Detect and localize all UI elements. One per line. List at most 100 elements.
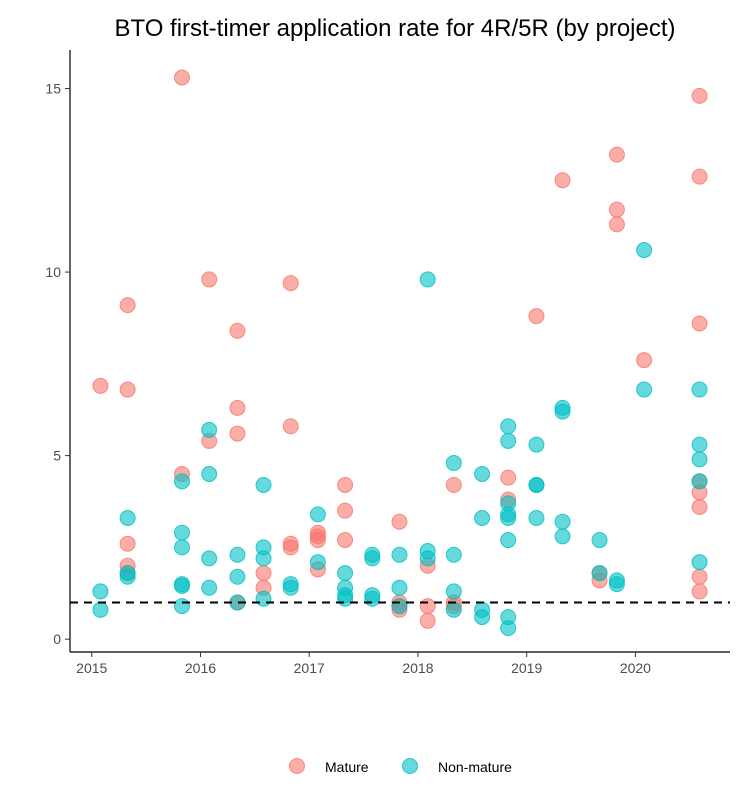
data-point-mature bbox=[608, 146, 625, 163]
data-point-non-mature bbox=[255, 476, 272, 493]
data-point-non-mature bbox=[309, 506, 326, 523]
data-point-mature bbox=[119, 535, 136, 552]
data-point-non-mature bbox=[255, 590, 272, 607]
data-point-non-mature bbox=[554, 513, 571, 530]
data-point-mature bbox=[691, 168, 708, 185]
legend: Mature Non-mature bbox=[289, 758, 512, 775]
data-point-mature bbox=[691, 315, 708, 332]
data-point-mature bbox=[691, 499, 708, 516]
data-point-mature bbox=[391, 513, 408, 530]
data-point-non-mature bbox=[691, 381, 708, 398]
data-point-non-mature bbox=[636, 381, 653, 398]
data-point-non-mature bbox=[92, 601, 109, 618]
data-point-mature bbox=[255, 565, 272, 582]
data-point-non-mature bbox=[229, 568, 246, 585]
data-point-mature bbox=[229, 322, 246, 339]
legend-key-non-mature bbox=[402, 758, 418, 774]
data-point-non-mature bbox=[364, 590, 381, 607]
data-point-non-mature bbox=[119, 568, 136, 585]
data-point-non-mature bbox=[691, 451, 708, 468]
data-point-non-mature bbox=[282, 579, 299, 596]
data-point-mature bbox=[282, 275, 299, 292]
data-point-mature bbox=[337, 502, 354, 519]
data-point-non-mature bbox=[591, 532, 608, 549]
data-point-non-mature bbox=[201, 421, 218, 438]
data-point-mature bbox=[282, 418, 299, 435]
legend-label: Non-mature bbox=[438, 759, 512, 775]
data-point-non-mature bbox=[173, 598, 190, 615]
y-tick-label: 0 bbox=[53, 631, 61, 647]
data-point-non-mature bbox=[500, 620, 517, 637]
y-tick-label: 5 bbox=[53, 448, 61, 464]
data-point-mature bbox=[691, 583, 708, 600]
data-point-non-mature bbox=[500, 418, 517, 435]
data-point-non-mature bbox=[391, 598, 408, 615]
data-point-non-mature bbox=[173, 539, 190, 556]
data-point-mature bbox=[500, 469, 517, 486]
data-point-non-mature bbox=[474, 609, 491, 626]
data-point-non-mature bbox=[309, 554, 326, 571]
data-point-mature bbox=[691, 568, 708, 585]
data-point-non-mature bbox=[691, 554, 708, 571]
data-point-non-mature bbox=[391, 579, 408, 596]
data-point-mature bbox=[608, 201, 625, 218]
data-point-non-mature bbox=[419, 550, 436, 567]
legend-label: Mature bbox=[325, 759, 369, 775]
data-point-mature bbox=[119, 297, 136, 314]
data-point-non-mature bbox=[591, 565, 608, 582]
x-tick-label: 2019 bbox=[511, 660, 542, 676]
data-point-non-mature bbox=[554, 528, 571, 545]
data-point-mature bbox=[419, 612, 436, 629]
data-point-non-mature bbox=[445, 583, 462, 600]
data-point-mature bbox=[337, 476, 354, 493]
data-point-mature bbox=[636, 352, 653, 369]
x-tick-label: 2015 bbox=[76, 660, 107, 676]
data-point-mature bbox=[309, 532, 326, 549]
data-point-non-mature bbox=[201, 465, 218, 482]
data-point-non-mature bbox=[364, 550, 381, 567]
chart-title: BTO first-timer application rate for 4R/… bbox=[114, 15, 675, 42]
x-tick-label: 2016 bbox=[185, 660, 216, 676]
data-point-non-mature bbox=[500, 532, 517, 549]
data-point-mature bbox=[229, 399, 246, 416]
data-point-non-mature bbox=[554, 403, 571, 420]
y-tick-label: 15 bbox=[45, 81, 61, 97]
data-point-mature bbox=[229, 425, 246, 442]
x-tick-label: 2017 bbox=[294, 660, 325, 676]
data-point-non-mature bbox=[500, 432, 517, 449]
data-point-non-mature bbox=[173, 524, 190, 541]
data-point-non-mature bbox=[528, 510, 545, 527]
data-point-mature bbox=[92, 377, 109, 394]
data-point-mature bbox=[528, 308, 545, 325]
data-point-mature bbox=[445, 476, 462, 493]
data-point-non-mature bbox=[201, 550, 218, 567]
data-point-non-mature bbox=[500, 510, 517, 527]
data-point-mature bbox=[201, 271, 218, 288]
data-point-non-mature bbox=[255, 550, 272, 567]
data-point-non-mature bbox=[691, 436, 708, 453]
data-point-non-mature bbox=[445, 454, 462, 471]
axes-layer: 2015 2016 2017 2018 2019 2020 0 5 10 15 bbox=[45, 81, 651, 676]
data-point-mature bbox=[608, 216, 625, 233]
data-point-non-mature bbox=[419, 271, 436, 288]
data-point-non-mature bbox=[229, 546, 246, 563]
data-point-non-mature bbox=[528, 436, 545, 453]
data-point-non-mature bbox=[337, 565, 354, 582]
data-point-mature bbox=[554, 172, 571, 189]
x-tick-label: 2020 bbox=[620, 660, 651, 676]
data-point-mature bbox=[337, 532, 354, 549]
data-point-mature bbox=[119, 381, 136, 398]
data-point-non-mature bbox=[608, 576, 625, 593]
y-tick-label: 10 bbox=[45, 264, 61, 280]
data-point-non-mature bbox=[391, 546, 408, 563]
data-point-mature bbox=[173, 69, 190, 86]
data-point-non-mature bbox=[92, 583, 109, 600]
data-point-non-mature bbox=[173, 473, 190, 490]
data-point-non-mature bbox=[528, 476, 545, 493]
data-point-mature bbox=[691, 87, 708, 104]
data-point-non-mature bbox=[445, 601, 462, 618]
legend-key-mature bbox=[289, 758, 305, 774]
data-point-non-mature bbox=[636, 242, 653, 259]
data-point-mature bbox=[419, 598, 436, 615]
